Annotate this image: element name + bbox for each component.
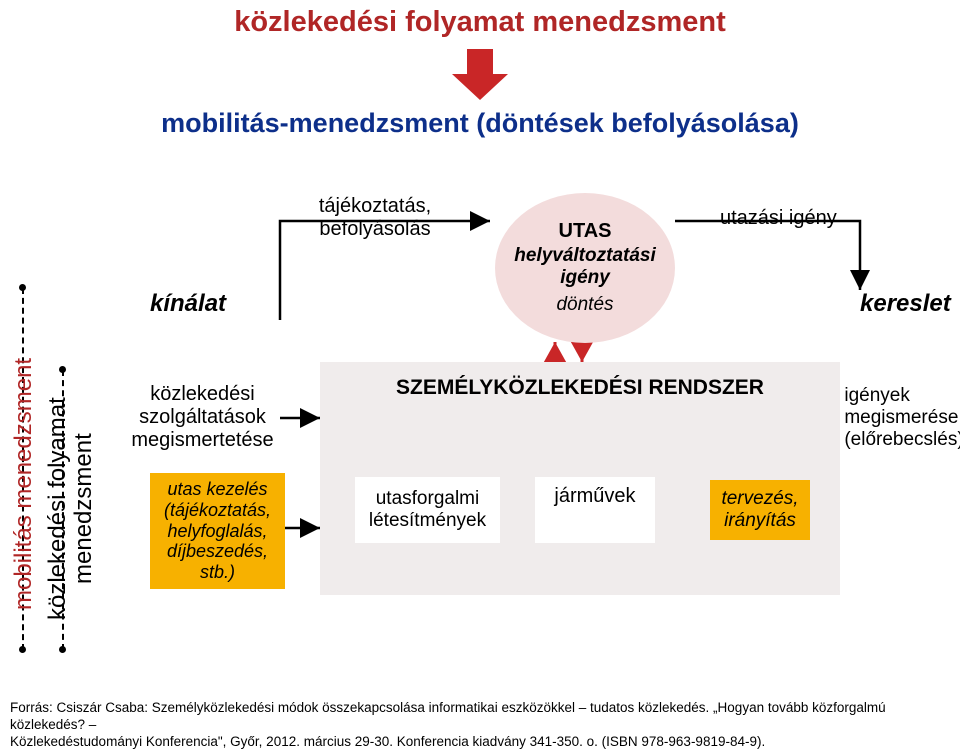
big-down-arrow-icon — [452, 49, 508, 100]
label-info: tájékoztatás,befolyásolás — [300, 195, 450, 241]
box-planning: tervezés,irányítás — [710, 480, 810, 540]
label-travel-need: utazási igény — [720, 207, 837, 230]
guide-dot — [19, 646, 26, 653]
page-subtitle: mobilitás-menedzsment (döntések befolyás… — [0, 108, 960, 139]
system-box: SZEMÉLYKÖZLEKEDÉSI RENDSZER utasforgalmi… — [320, 362, 840, 595]
vlabel-mobility: mobilitás menedzsment — [10, 358, 38, 610]
guide-dot — [19, 284, 26, 291]
guide-dot — [59, 366, 66, 373]
label-supply: kínálat — [150, 290, 226, 318]
box-passenger-handling: utas kezelés (tájékoztatás, helyfoglalás… — [150, 473, 285, 589]
label-demand: kereslet — [860, 290, 951, 318]
box-demand-forecast: igények megismerése (előrebecslés) — [842, 368, 960, 468]
source-citation: Forrás: Csiszár Csaba: Személyközlekedés… — [10, 700, 950, 751]
box-vehicles: járművek — [535, 477, 655, 543]
page-title: közlekedési folyamat menedzsment — [0, 6, 960, 39]
guide-dot — [59, 646, 66, 653]
utas-circle: UTAS helyváltoztatásiigény döntés — [495, 193, 675, 343]
vlabel-process: közlekedési folyamat menedzsment — [45, 397, 98, 620]
box-services: közlekedésiszolgáltatásokmegismertetése — [125, 370, 280, 465]
system-title: SZEMÉLYKÖZLEKEDÉSI RENDSZER — [332, 376, 828, 400]
box-facilities: utasforgalmilétesítmények — [355, 477, 500, 543]
